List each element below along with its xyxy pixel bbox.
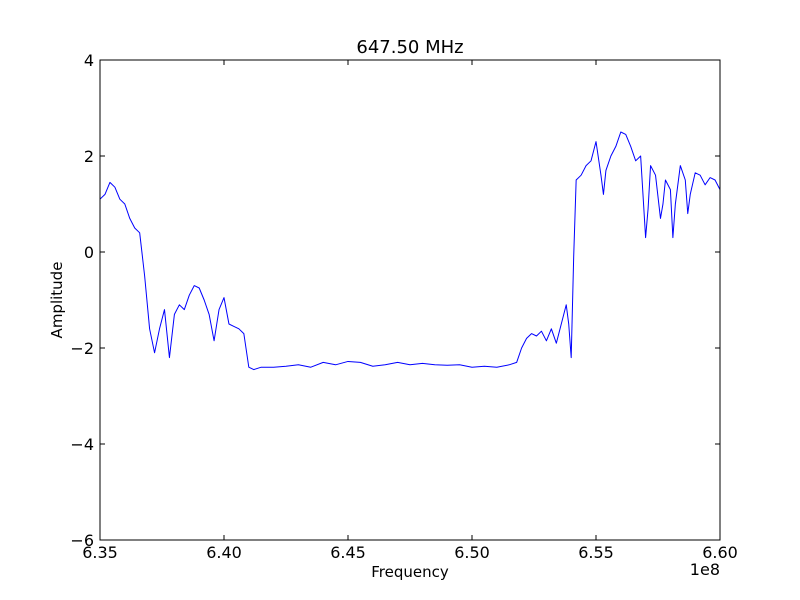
series-line-0 [99,131,721,371]
y-tick-label: −4 [70,435,94,454]
y-tick-label: −2 [70,339,94,358]
x-axis-label: Frequency [371,563,449,581]
ticks-layer: 6.35 6.40 6.45 6.50 6.55 6.60 −6 −4 −2 0 2 4 [70,51,737,562]
x-tick-label: 6.60 [702,543,738,562]
chart-title: 647.50 MHz [356,37,463,58]
y-tick-label: 2 [84,147,94,166]
series-layer [99,131,721,371]
x-tick-label: 6.40 [206,543,242,562]
x-tick-label: 6.50 [454,543,490,562]
y-tick-label: 4 [84,51,94,70]
plot-frame [99,59,721,541]
y-tick-label: 0 [84,243,94,262]
x-axis-offset-label: 1e8 [690,560,720,579]
x-tick-label: 6.45 [330,543,366,562]
x-tick-label: 6.55 [578,543,614,562]
y-tick-label: −6 [70,531,94,550]
x-tick-label: 6.35 [82,543,118,562]
y-axis-label: Amplitude [48,262,66,339]
